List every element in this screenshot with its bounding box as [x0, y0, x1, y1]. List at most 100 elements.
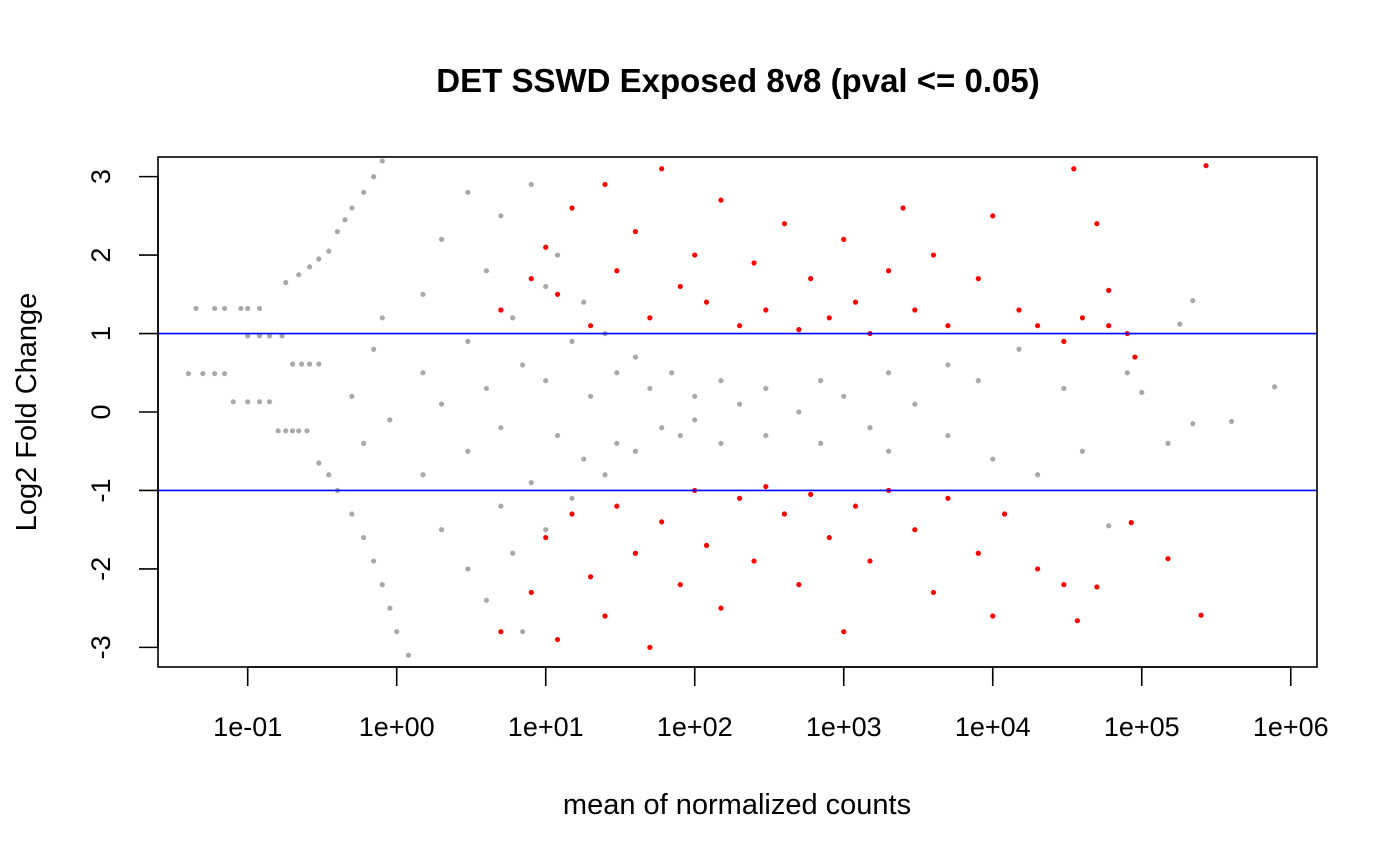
data-point — [543, 534, 549, 541]
data-point — [483, 268, 490, 274]
data-point — [781, 221, 788, 227]
data-point — [528, 276, 534, 282]
data-point — [718, 197, 724, 203]
data-point — [1106, 523, 1112, 529]
data-point — [465, 189, 471, 195]
data-point — [289, 428, 296, 434]
y-tick-label: -3 — [86, 635, 116, 659]
data-point — [885, 370, 892, 376]
data-point — [659, 425, 665, 431]
data-point — [520, 629, 526, 635]
data-point — [193, 305, 199, 312]
data-point — [1139, 389, 1145, 395]
data-point — [256, 305, 263, 312]
data-point — [632, 448, 639, 454]
data-point — [371, 174, 377, 180]
data-point — [659, 519, 665, 525]
data-point — [543, 244, 549, 250]
data-point — [438, 401, 445, 407]
data-point — [587, 393, 594, 399]
x-tick-label: 1e+02 — [657, 712, 733, 742]
data-point — [647, 644, 653, 650]
data-point — [912, 307, 918, 313]
data-point — [990, 613, 996, 619]
data-point — [498, 629, 504, 635]
data-point — [498, 425, 504, 431]
data-point — [283, 279, 289, 286]
data-point — [1203, 163, 1209, 169]
data-point — [763, 432, 769, 439]
data-point — [554, 252, 561, 258]
data-point — [1190, 421, 1196, 427]
data-point — [1061, 582, 1067, 588]
data-point — [483, 385, 490, 392]
data-point — [387, 605, 393, 611]
data-point — [498, 503, 504, 509]
data-point — [306, 361, 313, 367]
x-tick-label: 1e-01 — [213, 712, 282, 742]
data-point — [1198, 612, 1204, 618]
data-point — [510, 315, 516, 321]
data-point — [498, 307, 504, 313]
x-tick-label: 1e+03 — [806, 712, 882, 742]
data-point — [543, 378, 549, 384]
x-tick-label: 1e+05 — [1104, 712, 1180, 742]
data-point — [975, 378, 981, 384]
data-point — [316, 256, 322, 262]
data-point — [677, 432, 683, 439]
data-point — [420, 472, 426, 478]
data-point — [581, 299, 587, 305]
data-point — [826, 315, 832, 321]
data-point — [510, 550, 516, 556]
data-point — [945, 495, 951, 501]
data-point — [326, 472, 332, 478]
data-point — [818, 378, 824, 384]
data-point — [703, 299, 710, 305]
data-point — [238, 305, 244, 312]
y-axis: -3 -2 -1 0 1 2 3 — [86, 169, 159, 659]
y-tick-label: 3 — [86, 169, 116, 184]
data-point — [587, 323, 594, 329]
data-point — [1177, 321, 1183, 327]
data-point — [1165, 556, 1171, 562]
data-point — [818, 440, 824, 446]
y-tick-label: -1 — [86, 478, 116, 502]
data-point — [930, 589, 937, 596]
data-point — [669, 370, 675, 376]
data-point — [520, 362, 526, 368]
data-point — [885, 268, 892, 274]
data-point — [543, 527, 549, 533]
data-point — [361, 440, 367, 446]
data-point — [1079, 448, 1086, 454]
chart-title: DET SSWD Exposed 8v8 (pval <= 0.05) — [436, 62, 1039, 99]
data-point — [279, 333, 285, 339]
data-point — [808, 491, 814, 497]
data-point — [1035, 566, 1041, 572]
data-point — [1061, 338, 1067, 344]
data-point — [796, 409, 802, 415]
data-point — [438, 236, 445, 242]
data-point — [349, 511, 355, 517]
data-point — [975, 276, 981, 282]
data-point — [1094, 584, 1100, 590]
data-point — [1272, 384, 1278, 390]
data-point — [569, 511, 575, 517]
data-point — [498, 213, 504, 219]
data-point — [296, 428, 302, 434]
data-point — [1106, 323, 1112, 329]
data-point — [1165, 440, 1171, 446]
data-point — [230, 399, 236, 405]
data-point — [222, 370, 228, 377]
data-point — [1071, 166, 1077, 172]
data-point — [718, 378, 724, 384]
data-point — [342, 217, 348, 223]
data-point — [256, 399, 263, 405]
data-point — [1035, 323, 1041, 329]
data-point — [299, 361, 305, 367]
data-point — [569, 205, 575, 211]
data-point — [912, 401, 918, 407]
data-point — [245, 333, 251, 339]
plot-frame — [157, 156, 1318, 668]
data-point — [1228, 418, 1235, 425]
data-point — [614, 440, 620, 446]
